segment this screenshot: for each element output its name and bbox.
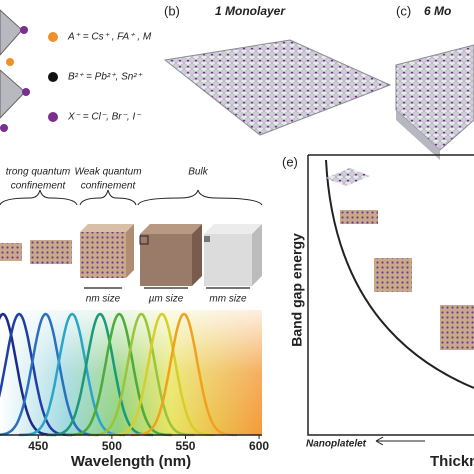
size-label: nm size: [86, 294, 121, 305]
emission-peak: [108, 312, 215, 437]
octahedra: [0, 9, 30, 132]
regime-label: confinement: [81, 181, 137, 192]
panel-label: (e): [282, 154, 298, 169]
x-tick-label: 600: [249, 439, 269, 453]
legend-label: A⁺ = Cs⁺ , FA⁺ , M: [67, 32, 152, 43]
size-label: mm size: [209, 294, 247, 305]
emission-peak: [0, 312, 73, 437]
legend-label: X⁻ = Cl⁻, Br⁻, I⁻: [67, 112, 141, 123]
legend-symbol: [48, 32, 58, 42]
platelets: [326, 168, 474, 350]
x-tick-label: 450: [28, 439, 48, 453]
regime-label: trong quantum: [6, 167, 71, 178]
regime-label: Bulk: [188, 167, 208, 178]
x-tick-label: 550: [175, 439, 195, 453]
emission-peak: [0, 312, 99, 437]
legend-symbol: [48, 72, 58, 82]
regime-label: confinement: [11, 181, 67, 192]
monolayer: [163, 39, 392, 136]
regime-label: Weak quantum: [74, 167, 141, 178]
x-axis-label: Thicknes: [430, 453, 474, 470]
panel-label: (c): [396, 3, 411, 18]
x-axis-label: Wavelength (nm): [71, 453, 191, 470]
band-gap-curve: [325, 159, 474, 389]
panel-label: (b): [164, 3, 180, 18]
legend-label: B²⁺ = Pb²⁺, Sn²⁺: [68, 72, 143, 83]
thickness-arrow: [375, 436, 425, 446]
legend-symbol: [48, 112, 58, 122]
crystals: [0, 224, 262, 286]
size-label: µm size: [149, 294, 184, 305]
axes: [307, 154, 474, 436]
panel-title: 1 Monolayer: [215, 4, 286, 18]
emission-peak: [130, 312, 238, 437]
panel-title: 6 Mo: [424, 4, 451, 18]
x-start-label: Nanoplatelet: [306, 439, 367, 450]
emission-peak: [47, 312, 154, 437]
x-tick-label: 500: [102, 439, 122, 453]
six-layer-slab: [395, 44, 474, 160]
y-axis-label: Band gap energy: [289, 233, 305, 347]
emission-peak: [66, 312, 173, 437]
braces: [0, 189, 263, 206]
emission-peak: [88, 312, 195, 437]
